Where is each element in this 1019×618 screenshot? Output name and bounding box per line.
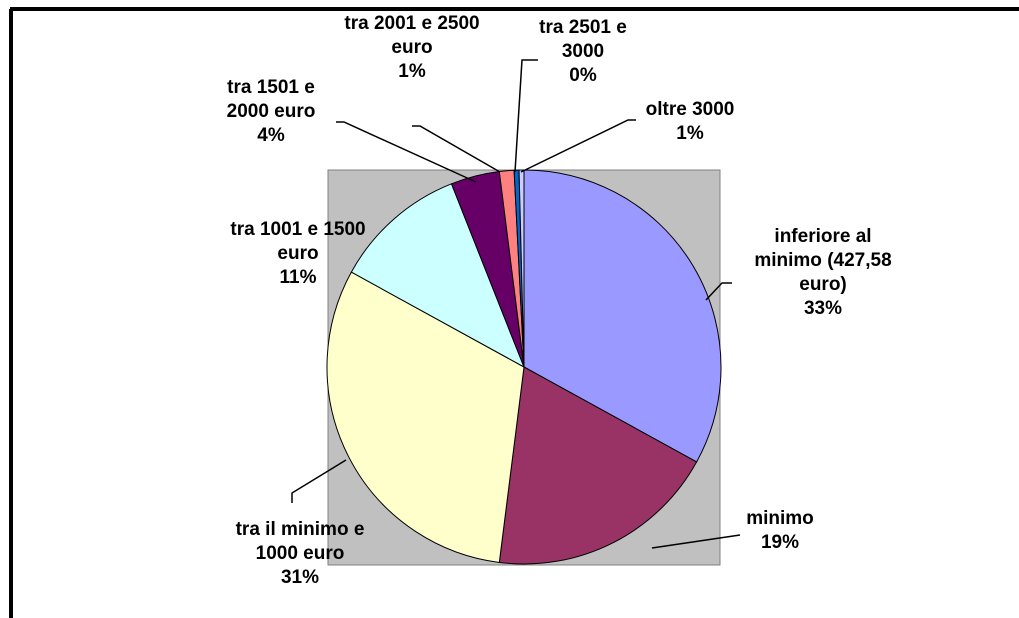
leader-line <box>520 119 636 173</box>
value-label: 33% <box>803 298 843 319</box>
value-label: 4% <box>257 125 285 146</box>
leader-lines <box>291 59 741 549</box>
slice-label: tra 2001 e 2500 euro 1% <box>322 12 502 84</box>
slice-label: tra 1501 e 2000 euro 4% <box>211 76 331 148</box>
leader-line <box>514 59 538 173</box>
slice-label: inferiore al minimo (427,58 euro) 33% <box>743 225 903 321</box>
category-label: tra il minimo e 1000 euro <box>235 519 365 564</box>
category-label: minimo <box>746 508 814 529</box>
pie-slice <box>523 169 722 463</box>
slice-label: oltre 3000 1% <box>625 98 755 146</box>
value-label: 1% <box>676 123 704 144</box>
leader-line <box>336 121 477 183</box>
value-label: 1% <box>398 61 426 82</box>
slice-label: minimo 19% <box>720 507 840 555</box>
pie-slice <box>498 366 698 565</box>
category-label: tra 1501 e 2000 euro <box>226 77 316 122</box>
pie-slice <box>326 271 525 564</box>
slice-label: tra 2501 e 3000 0% <box>523 16 643 88</box>
slice-label: tra il minimo e 1000 euro 31% <box>215 518 385 590</box>
leader-line <box>412 125 501 173</box>
pie-slice <box>350 183 525 369</box>
leader-line <box>705 282 732 301</box>
category-label: tra 1001 e 1500 euro <box>230 219 366 264</box>
category-label: tra 2001 e 2500 euro <box>344 13 480 58</box>
leader-line <box>651 534 741 549</box>
category-label: oltre 3000 <box>645 99 735 120</box>
category-label: tra 2501 e 3000 <box>539 17 627 62</box>
slice-label: tra 1001 e 1500 euro 11% <box>208 218 388 290</box>
value-label: 31% <box>280 567 320 588</box>
value-label: 0% <box>569 65 597 86</box>
value-label: 11% <box>279 267 317 288</box>
category-label: inferiore al minimo (427,58 euro) <box>754 226 892 295</box>
leader-line <box>291 459 347 503</box>
value-label: 19% <box>760 532 800 553</box>
